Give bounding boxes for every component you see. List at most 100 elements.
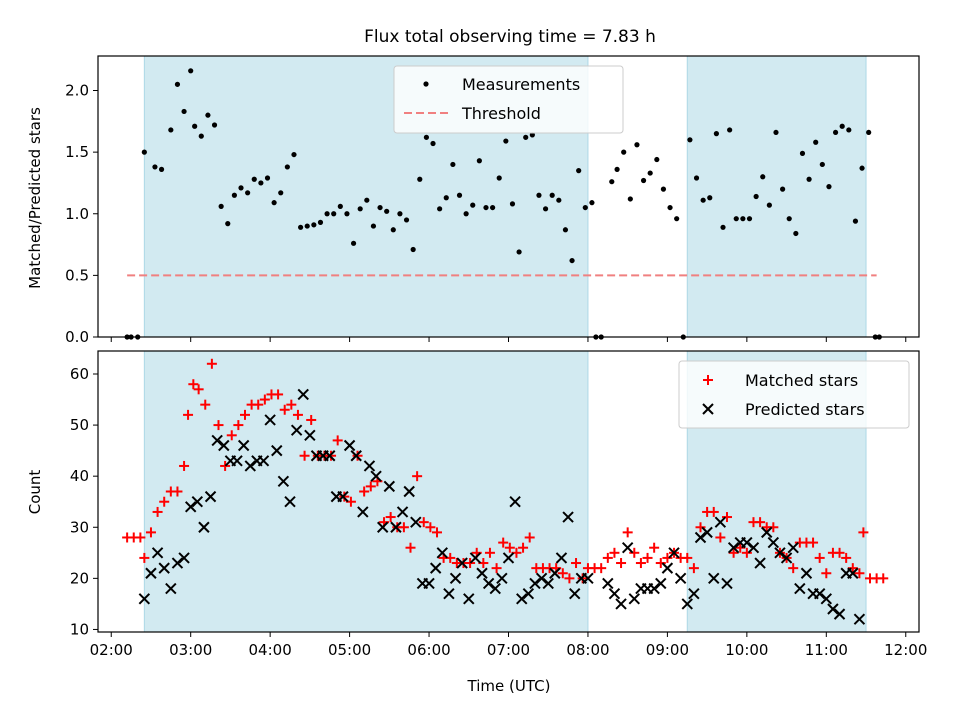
legend-matched-marker: [703, 375, 713, 385]
x-stroke: [204, 490, 217, 503]
x-stroke: [602, 577, 614, 590]
shaded-window-1: [687, 56, 867, 337]
x-stroke: [443, 587, 455, 600]
measurement-point: [258, 180, 264, 186]
matched-stars-point: [788, 563, 799, 574]
predicted-stars-point: [628, 593, 641, 605]
x-tick-label: 03:00: [169, 641, 212, 659]
measurement-point: [503, 138, 509, 144]
predicted-stars-point: [569, 587, 581, 600]
predicted-stars-point: [469, 552, 482, 564]
predicted-stars-point: [324, 450, 336, 462]
predicted-stars-point: [516, 593, 528, 605]
measurement-point: [317, 219, 324, 225]
y-tick-label: 1.5: [65, 143, 89, 161]
x-stroke: [569, 587, 581, 600]
measurement-point: [470, 202, 476, 208]
x-stroke: [363, 460, 376, 472]
matched-stars-point: [571, 558, 582, 569]
x-stroke: [502, 552, 515, 564]
x-stroke: [145, 567, 157, 579]
measurement-point: [516, 249, 522, 255]
x-stroke: [754, 557, 766, 569]
x-stroke: [674, 572, 687, 585]
measurement-point: [344, 211, 350, 217]
predicted-stars-point: [747, 541, 760, 554]
legend-predicted-marker: [702, 403, 714, 415]
matched-stars-point: [332, 435, 343, 446]
predicted-stars-point: [741, 536, 753, 549]
predicted-stars-point: [383, 480, 396, 493]
x-stroke: [813, 587, 826, 600]
measurement-point: [760, 174, 766, 180]
measurement-point: [562, 227, 569, 233]
measurement-point: [542, 206, 549, 212]
predicted-stars-point: [489, 582, 501, 595]
x-tick-label: 10:00: [725, 641, 768, 659]
measurement-point: [158, 166, 165, 172]
x-stroke: [847, 567, 859, 579]
y-tick-label: 60: [70, 365, 89, 383]
predicted-stars-point: [615, 598, 627, 610]
matched-stars-point: [821, 568, 832, 579]
measurement-point: [786, 216, 792, 222]
x-stroke: [436, 547, 448, 559]
predicted-stars-point: [376, 521, 389, 533]
legend-label-measurements: Measurements: [462, 75, 580, 94]
measurement-point: [773, 129, 779, 136]
measurement-point: [496, 175, 502, 181]
matched-stars-point: [135, 532, 146, 543]
matched-stars-point: [629, 547, 640, 558]
matched-stars-point: [259, 394, 270, 405]
x-stroke: [383, 480, 396, 493]
predicted-stars-point: [509, 496, 521, 508]
x-stroke: [165, 582, 177, 595]
predicted-stars-point: [403, 485, 415, 498]
measurement-point: [727, 127, 733, 133]
measurement-point: [529, 132, 535, 138]
x-stroke: [237, 439, 250, 452]
x-stroke: [780, 552, 793, 564]
predicted-stars-point: [151, 547, 164, 559]
x-tick-label: 12:00: [884, 641, 927, 659]
matched-stars-point: [412, 471, 423, 482]
measurement-point: [746, 216, 753, 222]
x-stroke: [264, 414, 276, 426]
predicted-stars-point: [602, 577, 614, 590]
matched-stars-point: [418, 517, 429, 528]
measurement-point: [621, 149, 627, 155]
x-stroke: [668, 547, 680, 559]
x-stroke: [747, 541, 760, 554]
x-stroke: [489, 582, 501, 595]
measurement-point: [556, 197, 562, 203]
predicted-stars-point: [456, 557, 468, 569]
matched-stars-point: [226, 430, 237, 441]
predicted-stars-point: [449, 572, 462, 585]
predicted-stars-point: [218, 439, 230, 452]
measurement-point: [271, 200, 277, 206]
measurement-point: [569, 257, 575, 264]
x-stroke: [429, 562, 442, 574]
matched-stars-point: [695, 522, 706, 533]
measurement-point: [450, 161, 456, 168]
legend-top: Measurements Threshold: [393, 65, 624, 134]
matched-stars-point: [385, 512, 396, 523]
matched-stars-point: [814, 552, 825, 563]
predicted-stars-point: [787, 541, 799, 554]
matched-stars-point: [708, 506, 719, 517]
predicted-stars-point: [204, 490, 217, 503]
x-stroke: [694, 531, 707, 544]
matched-stars-point: [398, 522, 409, 533]
measurement-point: [141, 149, 147, 155]
predicted-stars-point: [555, 552, 568, 564]
predicted-stars-point: [297, 388, 309, 401]
matched-stars-point: [682, 552, 693, 563]
matched-stars-point: [768, 522, 779, 533]
matched-stars-point: [602, 552, 613, 563]
predicted-stars-point: [655, 577, 667, 590]
measurement-point: [839, 123, 845, 129]
predicted-stars-point: [820, 593, 833, 605]
matched-stars-point: [172, 486, 183, 497]
x-stroke: [456, 557, 468, 569]
x-stroke: [469, 552, 482, 564]
